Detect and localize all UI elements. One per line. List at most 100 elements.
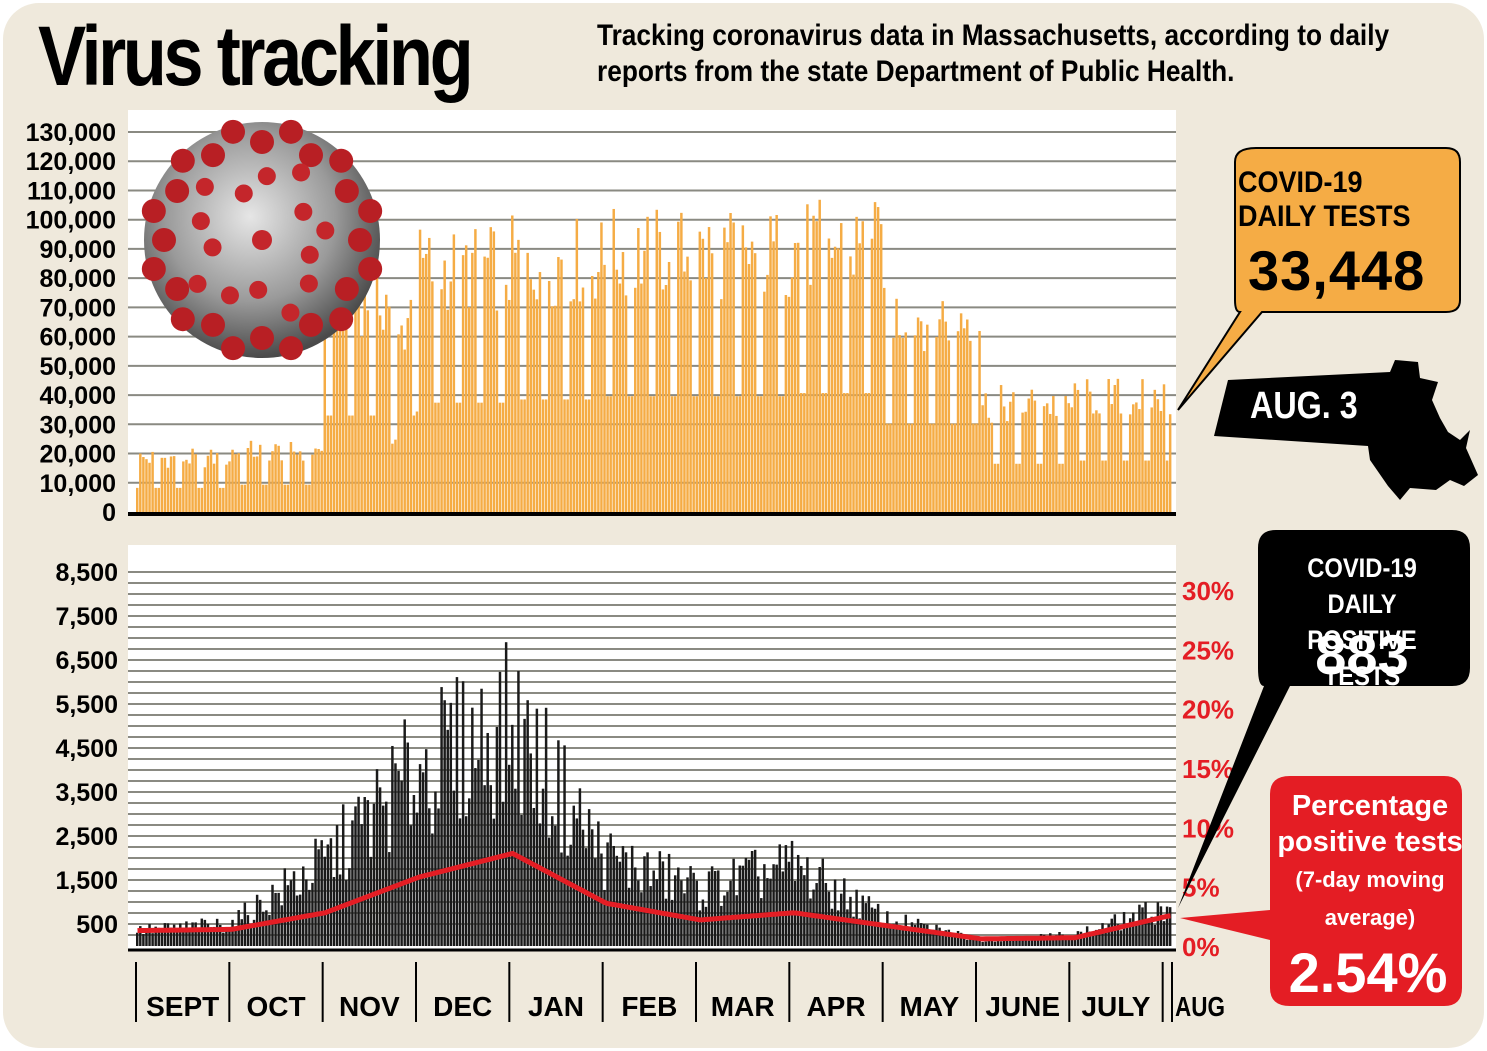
positive-bar xyxy=(338,874,342,946)
tests-bars xyxy=(136,199,1172,513)
positive-bar xyxy=(1165,906,1169,946)
tests-bar xyxy=(424,253,428,513)
tests-bar xyxy=(406,318,410,512)
virus-spike xyxy=(188,274,207,293)
tests-bar xyxy=(357,299,360,512)
positive-bar xyxy=(1015,938,1018,946)
positive-bar xyxy=(1018,937,1021,946)
tests-bar xyxy=(501,402,505,512)
tests-y-axis: 130,000120,000110,000100,00090,00080,000… xyxy=(26,119,116,527)
percent-callout-label: Percentage positive tests (7-day moving … xyxy=(1270,788,1470,936)
positive-bar xyxy=(498,671,502,946)
percent-callout-value: 2.54% xyxy=(1288,941,1448,1004)
positive-bar xyxy=(572,805,576,946)
month-label: DEC xyxy=(433,991,492,1022)
tests-bar xyxy=(833,246,837,512)
tests-bar xyxy=(532,289,536,512)
tests-bar xyxy=(440,289,443,512)
positive-bar xyxy=(1116,924,1120,946)
positive-y-tick-label: 8,500 xyxy=(55,559,118,587)
positive-bar xyxy=(778,844,781,946)
positive-bar xyxy=(947,929,951,946)
tests-y-tick-label: 100,000 xyxy=(26,207,116,235)
positive-bar xyxy=(821,858,825,946)
positive-bar xyxy=(369,856,373,946)
tests-bar xyxy=(953,423,957,512)
virus-spike xyxy=(249,280,268,299)
tests-bar xyxy=(1061,463,1064,512)
tests-bar xyxy=(1082,460,1086,512)
tests-y-tick-label: 20,000 xyxy=(40,441,116,469)
virus-spike xyxy=(278,336,303,361)
tests-bar xyxy=(428,237,431,512)
tests-bar xyxy=(381,329,385,512)
tests-bar xyxy=(378,315,382,512)
tests-bar xyxy=(449,281,453,512)
tests-bar xyxy=(452,234,456,512)
positive-bar xyxy=(443,700,446,946)
positive-bar xyxy=(1135,923,1138,946)
positive-bar xyxy=(938,927,941,946)
tests-bar xyxy=(341,258,345,512)
percent-y-tick-label: 5% xyxy=(1182,873,1220,903)
positive-bar xyxy=(166,923,170,946)
positive-bar xyxy=(486,732,489,946)
tests-bar xyxy=(551,306,554,512)
positive-bar xyxy=(378,787,382,946)
tests-bar xyxy=(1141,379,1144,512)
positive-y-tick-label: 1,500 xyxy=(55,867,118,895)
positive-bar xyxy=(446,729,449,946)
tests-bar xyxy=(922,351,926,512)
virus-spike xyxy=(141,256,166,281)
tests-bar xyxy=(723,227,726,512)
virus-icon xyxy=(141,119,383,361)
tests-bar xyxy=(966,319,969,512)
positive-bar xyxy=(265,910,268,946)
positive-bar xyxy=(953,934,957,946)
positive-bar xyxy=(363,797,366,946)
positive-bar xyxy=(345,880,348,946)
tests-bar xyxy=(323,314,326,512)
tests-bar xyxy=(766,274,769,512)
positive-bar xyxy=(547,837,551,946)
tests-bar xyxy=(1058,463,1061,512)
positive-bar xyxy=(796,854,800,946)
tests-bar xyxy=(830,257,834,512)
tests-bar xyxy=(1073,383,1077,512)
tests-bar xyxy=(360,336,363,512)
tests-bar xyxy=(879,224,883,512)
tests-y-tick-label: 80,000 xyxy=(40,265,116,293)
tests-bar xyxy=(590,275,594,512)
virus-spike xyxy=(334,179,359,203)
positive-bar xyxy=(886,911,889,946)
tests-bar xyxy=(886,423,889,512)
positive-bar xyxy=(993,941,997,946)
tests-bar xyxy=(606,396,609,512)
tests-bar xyxy=(578,301,582,512)
tests-bar xyxy=(858,243,861,513)
tests-bar xyxy=(919,321,923,512)
tests-bar xyxy=(695,396,698,512)
positive-bar xyxy=(314,838,317,946)
tests-bar xyxy=(1135,402,1138,512)
tests-bar xyxy=(437,402,440,512)
virus-spike xyxy=(201,143,225,168)
virus-spike xyxy=(294,202,313,221)
positive-bar xyxy=(1162,921,1166,946)
tests-bar xyxy=(1113,384,1117,512)
positive-bar xyxy=(830,908,834,946)
tests-bar xyxy=(898,335,901,512)
tests-bar xyxy=(566,399,569,512)
positive-bar xyxy=(621,846,625,946)
positive-bar xyxy=(483,785,486,946)
positive-bar xyxy=(873,908,877,946)
tests-bar xyxy=(560,259,563,512)
tests-bar xyxy=(756,396,760,512)
positive-bar xyxy=(833,879,837,946)
positive-bar xyxy=(394,763,397,946)
positive-bar xyxy=(1055,935,1058,946)
positive-bar xyxy=(581,829,585,946)
positive-bar xyxy=(723,895,726,946)
tests-bar xyxy=(670,396,674,512)
